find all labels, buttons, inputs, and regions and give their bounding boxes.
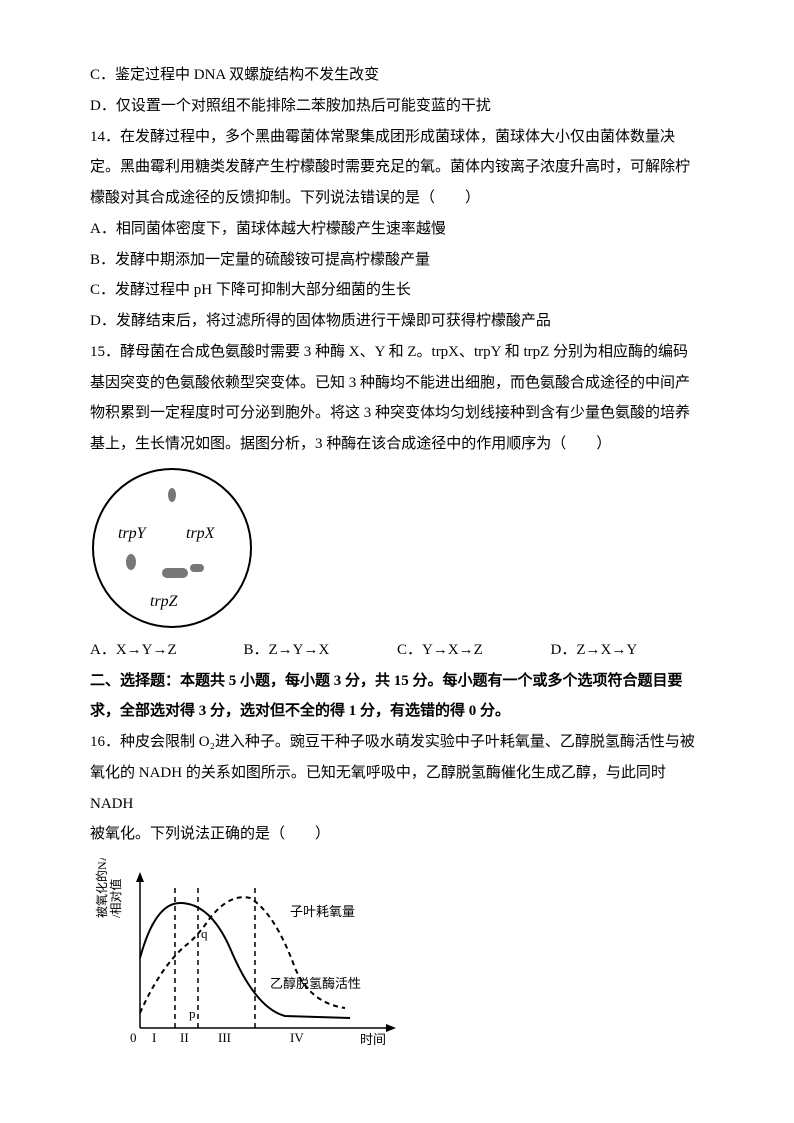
q14-option-d: D．发酵结束后，将过滤所得的固体物质进行干燥即可获得柠檬酸产品 — [90, 306, 704, 337]
curve1-label: 子叶耗氧量 — [290, 904, 355, 919]
y-axis-label: 被氧化的NADH — [94, 858, 109, 918]
region-label: III — [218, 1030, 231, 1045]
y-arrow-icon — [136, 872, 144, 882]
q15-stem: 15．酵母菌在合成色氨酸时需要 3 种酶 X、Y 和 Z。trpX、trpY 和… — [90, 337, 704, 368]
curve2-label: 乙醇脱氢酶活性 — [270, 976, 361, 991]
point-q-label: q — [201, 926, 208, 941]
label-trpx: trpX — [186, 518, 214, 551]
q15-stem: 物积累到一定程度时可分泌到胞外。将这 3 种突变体均匀划线接种到含有少量色氨酸的… — [90, 398, 704, 429]
origin-label: 0 — [130, 1030, 137, 1045]
q15-option-b: B．Z→Y→X — [244, 635, 398, 666]
q15-options: A．X→Y→Z B．Z→Y→X C．Y→X→Z D．Z→X→Y — [90, 635, 704, 666]
q16-stem: 被氧化。下列说法正确的是（ ） — [90, 819, 704, 850]
point-p-label: p — [189, 1006, 196, 1021]
curve-solid — [140, 903, 350, 1018]
petri-dish-diagram: trpY trpX trpZ — [90, 466, 260, 631]
q15-stem: 基上，生长情况如图。据图分析，3 种酶在该合成途径中的作用顺序为（ ） — [90, 429, 704, 460]
region-label: I — [152, 1030, 156, 1045]
x-axis-label: 时间 — [360, 1032, 386, 1047]
x-arrow-icon — [386, 1024, 396, 1032]
section2-heading: 求，全部选对得 3 分，选对但不全的得 1 分，有选错的得 0 分。 — [90, 696, 704, 727]
nadh-chart: q p I II III IV 0 子叶耗氧量 乙醇脱氢酶活性 时间 被氧化的N… — [90, 858, 410, 1058]
q14-option-c: C．发酵过程中 pH 下降可抑制大部分细菌的生长 — [90, 275, 704, 306]
colony-mark — [162, 568, 188, 578]
colony-mark — [126, 554, 136, 570]
colony-mark — [190, 564, 204, 572]
section2-heading: 二、选择题：本题共 5 小题，每小题 3 分，共 15 分。每小题有一个或多个选… — [90, 666, 704, 697]
q16-stem: 氧化的 NADH 的关系如图所示。已知无氧呼吸中，乙醇脱氢酶催化生成乙醇，与此同… — [90, 758, 704, 820]
q14-stem: 14．在发酵过程中，多个黑曲霉菌体常聚集成团形成菌球体，菌球体大小仅由菌体数量决 — [90, 122, 704, 153]
q15-option-a: A．X→Y→Z — [90, 635, 244, 666]
y-axis-label: /相对值 — [108, 879, 123, 918]
q13-option-c: C．鉴定过程中 DNA 双螺旋结构不发生改变 — [90, 60, 704, 91]
q15-option-c: C．Y→X→Z — [397, 635, 551, 666]
label-trpz: trpZ — [150, 586, 178, 619]
q14-stem: 檬酸对其合成途径的反馈抑制。下列说法错误的是（ ） — [90, 183, 704, 214]
region-label: IV — [290, 1030, 304, 1045]
region-label: II — [180, 1030, 189, 1045]
q15-stem: 基因突变的色氨酸依赖型突变体。已知 3 种酶均不能进出细胞，而色氨酸合成途径的中… — [90, 368, 704, 399]
q15-option-d: D．Z→X→Y — [551, 635, 705, 666]
q16-stem: 16．种皮会限制 O₂进入种子。豌豆干种子吸水萌发实验中子叶耗氧量、乙醇脱氢酶活… — [90, 727, 704, 758]
q13-option-d: D．仅设置一个对照组不能排除二苯胺加热后可能变蓝的干扰 — [90, 91, 704, 122]
q14-option-a: A．相同菌体密度下，菌球体越大柠檬酸产生速率越慢 — [90, 214, 704, 245]
q14-option-b: B．发酵中期添加一定量的硫酸铵可提高柠檬酸产量 — [90, 245, 704, 276]
label-trpy: trpY — [118, 518, 146, 551]
colony-mark — [168, 488, 176, 502]
q14-stem: 定。黑曲霉利用糖类发酵产生柠檬酸时需要充足的氧。菌体内铵离子浓度升高时，可解除柠 — [90, 152, 704, 183]
